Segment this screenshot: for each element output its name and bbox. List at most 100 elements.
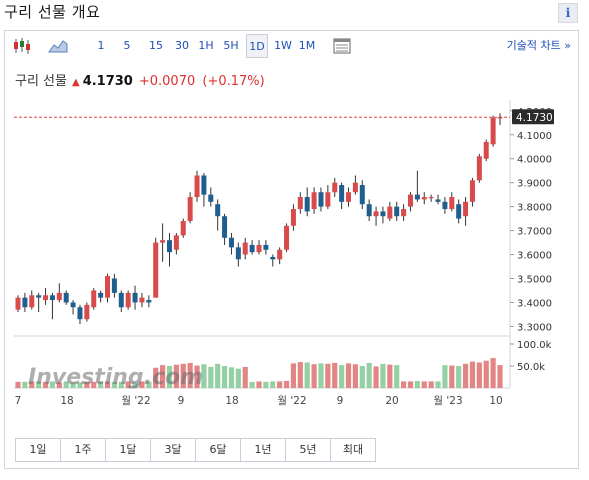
interval-button-1d[interactable]: 1D [246, 34, 268, 58]
candle-body [469, 180, 475, 202]
candle-body [63, 292, 69, 303]
volume-bar [235, 368, 241, 388]
instrument-name: 구리 선물 [15, 74, 67, 89]
volume-bar [442, 365, 448, 388]
candle-body [290, 209, 296, 226]
period-button-3[interactable]: 3달 [151, 438, 196, 462]
price-tick-label: 3.3000 [517, 322, 552, 333]
interval-button-1[interactable]: 1 [97, 39, 105, 52]
candle-body [235, 247, 241, 260]
candle-body [497, 117, 503, 119]
period-button-0[interactable]: 1일 [15, 438, 61, 462]
candle-body [428, 197, 434, 199]
candle-body [43, 295, 49, 301]
volume-bar [180, 363, 186, 388]
up-arrow-icon: ▲ [71, 77, 80, 88]
candle-body [132, 292, 138, 303]
price-tick-label: 3.4000 [517, 298, 552, 309]
volume-bar [345, 363, 352, 388]
price-tick-label: 4.1000 [517, 131, 552, 142]
candle-body [352, 182, 358, 193]
volume-bar [221, 366, 228, 388]
candle-body [173, 235, 179, 250]
volume-bar [63, 381, 69, 388]
volume-bar [297, 362, 303, 388]
volume-bar [84, 381, 90, 388]
candle-body [318, 192, 324, 207]
interval-button-15[interactable]: 15 [149, 39, 163, 52]
period-button-5[interactable]: 1년 [241, 438, 286, 462]
candle-body [346, 192, 352, 202]
candle-body [442, 201, 448, 210]
candle-body [166, 240, 172, 253]
period-button-4[interactable]: 6달 [196, 438, 241, 462]
interval-button-1h[interactable]: 1H [198, 39, 214, 52]
volume-bar [173, 364, 179, 388]
candle-body [449, 197, 455, 210]
indicator-table-icon[interactable] [331, 35, 353, 57]
candle-body [49, 295, 55, 301]
period-button-7[interactable]: 최대 [331, 438, 376, 462]
volume-bar [352, 364, 358, 388]
last-price: 4.1730 [82, 74, 133, 89]
quote-line: 구리 선물 ▲ 4.1730 +0.0070 (+0.17%) [15, 70, 265, 89]
candle-body [15, 297, 21, 310]
volume-bar [208, 366, 214, 388]
volume-bar [283, 380, 290, 388]
candle-body [36, 295, 42, 298]
info-icon[interactable]: i [558, 3, 578, 23]
x-tick-label: 7 [15, 395, 22, 407]
volume-bar [256, 381, 262, 388]
period-button-1[interactable]: 1주 [61, 438, 106, 462]
price-tick-label: 4.0000 [517, 155, 552, 166]
volume-bar [160, 365, 166, 388]
volume-bar [387, 364, 393, 388]
candle-body [366, 204, 372, 217]
interval-button-5[interactable]: 5 [123, 39, 131, 52]
candle-body [208, 194, 214, 202]
candle-body [414, 194, 420, 200]
candle-body [118, 292, 124, 308]
candle-body [222, 216, 228, 238]
volume-bar [166, 366, 173, 388]
candle-body [160, 240, 166, 243]
volume-bar [215, 363, 221, 388]
candle-body [304, 197, 310, 212]
candle-body [22, 297, 28, 308]
candle-body [456, 204, 462, 219]
volume-bar [366, 362, 372, 388]
volume-bar [462, 363, 469, 388]
volume-bar [42, 381, 49, 388]
candle-body [359, 185, 365, 205]
volume-bar [339, 365, 345, 388]
volume-bar [249, 381, 255, 388]
price-change: +0.0070 [138, 74, 196, 89]
interval-button-1m[interactable]: 1M [298, 39, 316, 52]
interval-button-5h[interactable]: 5H [223, 39, 239, 52]
candle-body [70, 302, 76, 308]
x-tick-label: 20 [385, 395, 398, 407]
candle-body [263, 244, 269, 250]
candle-body [277, 249, 283, 260]
area-chart-icon[interactable] [47, 35, 69, 57]
last-price-tag-label: 4.1730 [516, 112, 553, 124]
interval-button-1w[interactable]: 1W [274, 39, 292, 52]
volume-bar [36, 381, 42, 388]
period-button-6[interactable]: 5년 [286, 438, 331, 462]
volume-bar [469, 361, 476, 388]
advanced-chart-link[interactable]: 기술적 차트 » [506, 39, 571, 52]
period-button-2[interactable]: 1달 [106, 438, 151, 462]
volume-bar [373, 366, 379, 388]
candle-body [256, 244, 262, 253]
candlestick-icon[interactable] [11, 35, 33, 57]
candle-body [483, 141, 489, 159]
candle-body [380, 211, 386, 217]
candle-body [228, 237, 234, 248]
candle-body [56, 292, 62, 301]
volume-bar [228, 367, 235, 388]
volume-bar [304, 362, 310, 388]
volume-bar [194, 365, 200, 388]
interval-button-30[interactable]: 30 [175, 39, 189, 52]
candle-body [111, 278, 117, 293]
